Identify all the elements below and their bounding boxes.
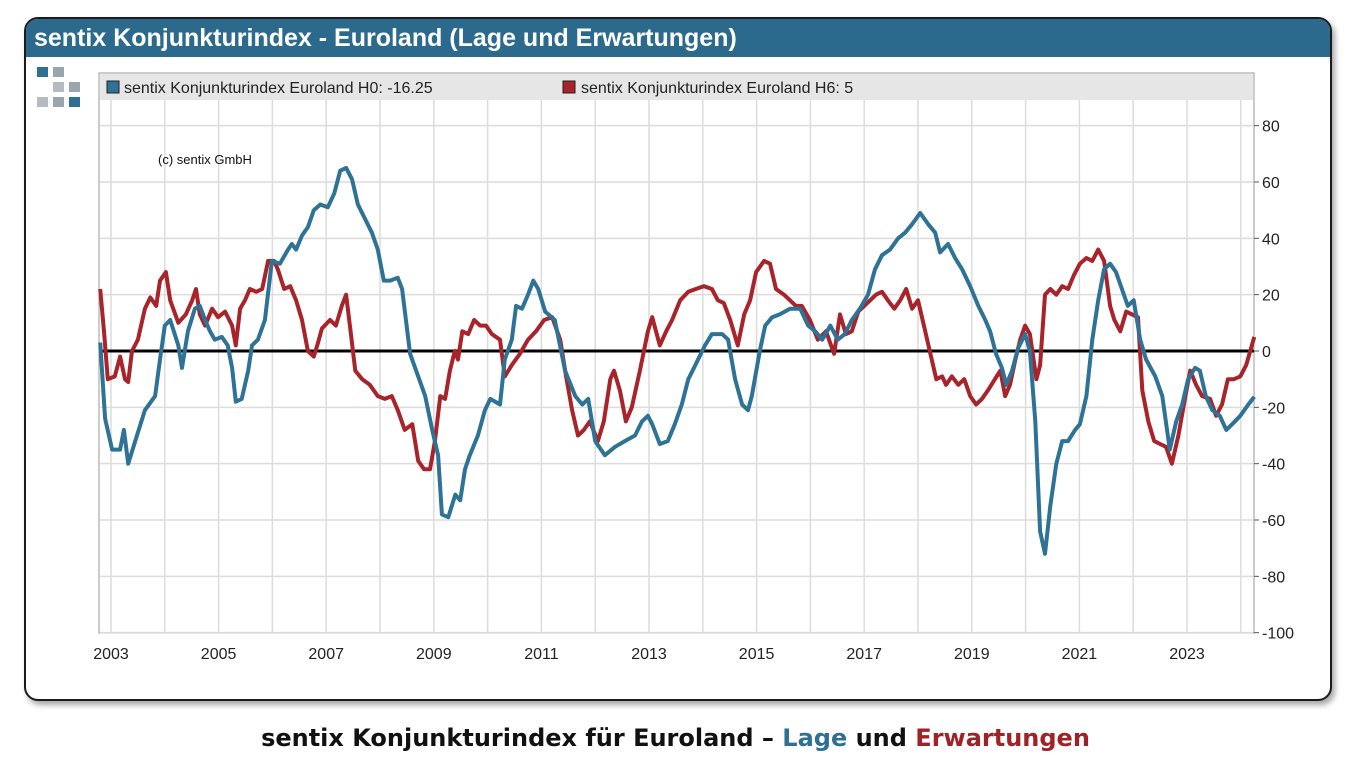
x-tick-label: 2021	[1062, 646, 1098, 663]
x-tick-label: 2019	[954, 646, 990, 663]
caption-lage: Lage	[782, 724, 848, 752]
plot-area	[98, 72, 1255, 634]
grid	[100, 100, 1253, 634]
x-tick-label: 2017	[846, 646, 882, 663]
y-tick-label: 80	[1262, 119, 1280, 136]
logo-icon	[37, 67, 80, 107]
y-tick-label: -40	[1262, 457, 1285, 474]
series-line-h0	[98, 165, 1256, 556]
legend-swatch-h6	[562, 80, 576, 94]
caption: sentix Konjunkturindex für Euroland – La…	[0, 724, 1351, 752]
y-tick-label: -60	[1262, 513, 1285, 530]
legend-band	[100, 74, 1253, 100]
y-tick-label: -100	[1262, 626, 1294, 643]
legend: sentix Konjunkturindex Euroland H0: -16.…	[106, 80, 853, 97]
y-tick-label: 0	[1262, 344, 1271, 361]
x-tick-label: 2011	[524, 646, 559, 663]
caption-erwartungen: Erwartungen	[915, 724, 1090, 752]
x-tick-label: 2007	[308, 646, 344, 663]
copyright-note: (c) sentix GmbH	[158, 152, 252, 167]
x-tick-label: 2005	[201, 646, 237, 663]
caption-und: und	[847, 724, 916, 752]
axis-ticks: -100 -80 -60 -40 -20 0 20 40 60 80 2003 2005 2007 200…	[93, 119, 1294, 663]
y-tick-label: -80	[1262, 569, 1285, 586]
y-tick-label: 60	[1262, 175, 1280, 192]
x-tick-label: 2009	[416, 646, 452, 663]
legend-swatch-h0	[106, 80, 120, 94]
series-group	[98, 165, 1257, 556]
y-tick-label: 20	[1262, 288, 1280, 305]
x-tick-label: 2013	[631, 646, 667, 663]
legend-label-h6: sentix Konjunkturindex Euroland H6: 5	[581, 80, 853, 97]
y-tick-label: 40	[1262, 231, 1280, 248]
legend-label-h0: sentix Konjunkturindex Euroland H0: -16.…	[124, 80, 433, 97]
x-tick-label: 2023	[1169, 646, 1205, 663]
y-tick-label: -20	[1262, 400, 1285, 417]
chart-title: sentix Konjunkturindex - Euroland (Lage …	[26, 19, 1330, 57]
caption-prefix: sentix Konjunkturindex für Euroland –	[261, 724, 783, 752]
x-tick-label: 2015	[739, 646, 775, 663]
x-tick-label: 2003	[93, 646, 129, 663]
